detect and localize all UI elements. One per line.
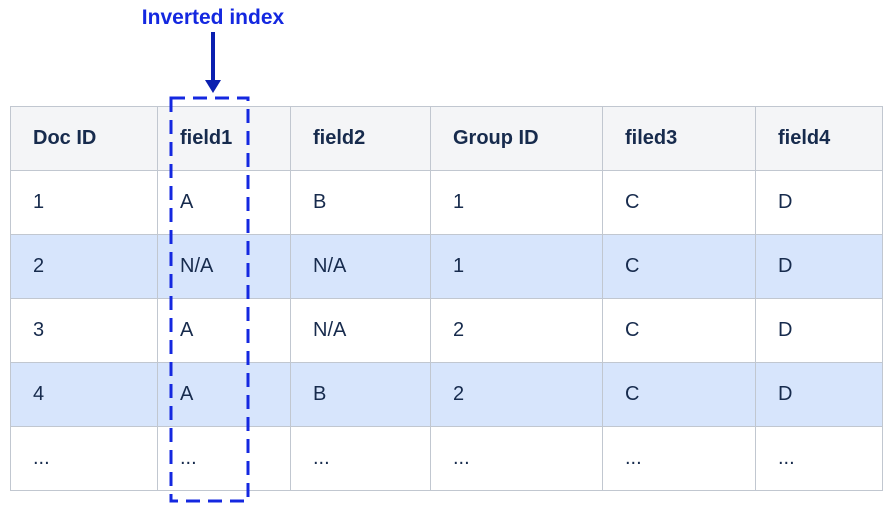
table-cell: N/A (290, 234, 431, 299)
header-cell: filed3 (602, 106, 756, 171)
table-cell: B (290, 170, 431, 235)
annotation-label: Inverted index (141, 6, 285, 29)
table-row: 3 A N/A 2 C D (10, 298, 883, 363)
header-row: Doc ID field1 field2 Group ID filed3 field4 (10, 106, 883, 171)
arrow-head (205, 80, 221, 93)
table-cell: ... (10, 426, 158, 491)
table-cell: 2 (10, 234, 158, 299)
table-cell: D (755, 362, 883, 427)
table-cell: N/A (157, 234, 291, 299)
table-row: 2 N/A N/A 1 C D (10, 234, 883, 299)
table-row: .................. (10, 426, 883, 491)
table-cell: 2 (430, 298, 603, 363)
table-cell: C (602, 298, 756, 363)
table-cell: 1 (10, 170, 158, 235)
header-cell: field1 (157, 106, 291, 171)
data-table: Doc ID field1 field2 Group ID filed3 field4 1… (10, 106, 883, 491)
table-cell: ... (755, 426, 883, 491)
table-cell: N/A (290, 298, 431, 363)
table-cell: C (602, 362, 756, 427)
table-cell: D (755, 234, 883, 299)
table-cell: 1 (430, 234, 603, 299)
table-cell: 2 (430, 362, 603, 427)
table-cell: ... (430, 426, 603, 491)
table-cell: ... (290, 426, 431, 491)
table-cell: B (290, 362, 431, 427)
table-cell: C (602, 234, 756, 299)
table-cell: A (157, 362, 291, 427)
highlight-box (169, 96, 250, 503)
table-cell: ... (157, 426, 291, 491)
table-cell: C (602, 170, 756, 235)
header-cell: Group ID (430, 106, 603, 171)
table-cell: 1 (430, 170, 603, 235)
table-cell: ... (602, 426, 756, 491)
header-cell: field2 (290, 106, 431, 171)
table-cell: D (755, 170, 883, 235)
